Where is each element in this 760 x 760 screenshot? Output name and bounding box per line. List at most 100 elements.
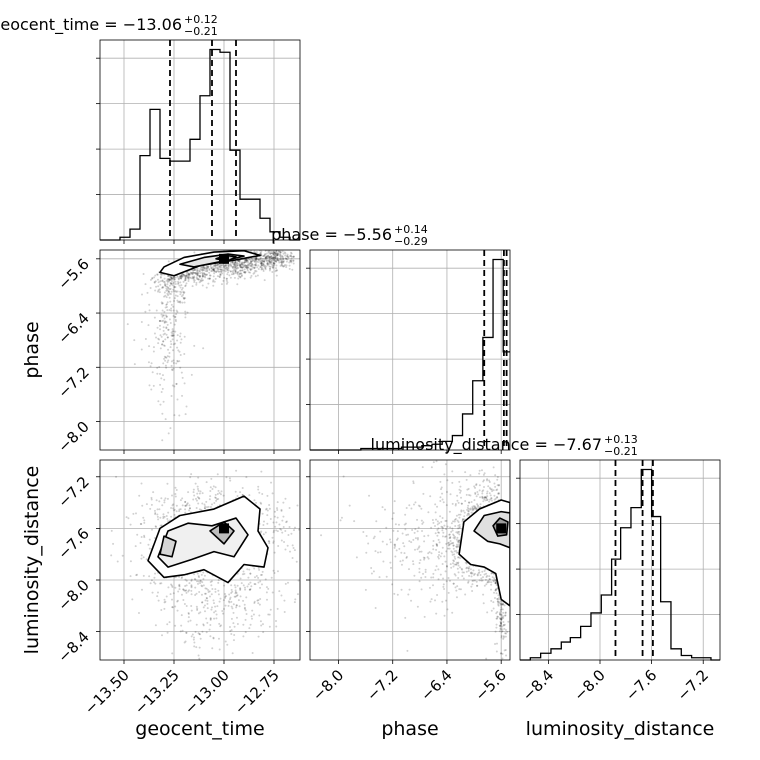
sample-point bbox=[243, 586, 246, 589]
sample-point bbox=[478, 489, 481, 492]
sample-point bbox=[249, 588, 252, 591]
sample-point bbox=[234, 595, 237, 598]
sample-point bbox=[470, 572, 473, 575]
sample-point bbox=[484, 578, 487, 581]
sample-point bbox=[168, 318, 171, 321]
sample-point bbox=[281, 255, 284, 258]
sample-point bbox=[462, 509, 465, 512]
sample-point bbox=[240, 266, 243, 269]
sample-point bbox=[242, 570, 245, 573]
sample-point bbox=[172, 367, 175, 370]
sample-point bbox=[164, 364, 167, 367]
sample-point bbox=[496, 478, 499, 481]
sample-point bbox=[276, 501, 279, 504]
sample-point bbox=[490, 581, 493, 584]
sample-point bbox=[169, 593, 172, 596]
sample-point bbox=[407, 593, 410, 596]
sample-point bbox=[458, 523, 461, 526]
sample-point bbox=[408, 588, 411, 591]
sample-point bbox=[498, 601, 501, 604]
sample-point bbox=[246, 568, 249, 571]
sample-point bbox=[220, 490, 223, 493]
sample-point bbox=[191, 269, 194, 272]
sample-point bbox=[240, 582, 243, 585]
sample-point bbox=[492, 580, 495, 583]
sample-point bbox=[214, 277, 217, 280]
sample-point bbox=[448, 547, 451, 550]
sample-point bbox=[171, 332, 174, 335]
sample-point bbox=[287, 581, 290, 584]
sample-point bbox=[417, 504, 420, 507]
sample-point bbox=[483, 584, 486, 587]
sample-point bbox=[171, 338, 174, 341]
sample-point bbox=[165, 305, 168, 308]
sample-point bbox=[395, 538, 398, 541]
sample-point bbox=[151, 277, 154, 280]
sample-point bbox=[178, 300, 181, 303]
sample-point bbox=[246, 585, 249, 588]
sample-point bbox=[172, 359, 175, 362]
sample-point bbox=[158, 324, 161, 327]
sample-point bbox=[418, 567, 421, 570]
sample-point bbox=[342, 475, 345, 478]
sample-point bbox=[414, 501, 417, 504]
scatter-geocent_time-phase bbox=[126, 250, 295, 442]
sample-point bbox=[194, 578, 197, 581]
sample-point bbox=[166, 301, 169, 304]
sample-point bbox=[219, 597, 222, 600]
sample-point bbox=[458, 525, 461, 528]
sample-point bbox=[201, 268, 204, 271]
sample-point bbox=[429, 600, 432, 603]
sample-point bbox=[261, 264, 264, 267]
sample-point bbox=[191, 273, 194, 276]
sample-point bbox=[221, 610, 224, 613]
sample-point bbox=[195, 272, 198, 275]
sample-point bbox=[430, 466, 433, 469]
sample-point bbox=[282, 260, 285, 263]
sample-point bbox=[211, 268, 214, 271]
sample-point bbox=[435, 612, 438, 615]
sample-point bbox=[216, 264, 219, 267]
sample-point bbox=[185, 589, 188, 592]
sample-point bbox=[148, 538, 151, 541]
sample-point bbox=[217, 497, 220, 500]
sample-point bbox=[185, 631, 188, 634]
y-tick-label: −6.4 bbox=[54, 309, 92, 347]
sample-point bbox=[159, 276, 162, 279]
sample-point bbox=[418, 580, 421, 583]
sample-point bbox=[281, 531, 284, 534]
sample-point bbox=[500, 630, 503, 633]
sample-point bbox=[416, 518, 419, 521]
sample-point bbox=[279, 261, 282, 264]
x-tick-label: −8.0 bbox=[309, 666, 347, 704]
panel-frame-geocent_time-luminosity_distance bbox=[99, 459, 301, 661]
sample-point bbox=[400, 563, 403, 566]
sample-point bbox=[157, 281, 160, 284]
sample-point bbox=[490, 497, 493, 500]
sample-point bbox=[254, 583, 257, 586]
sample-point bbox=[279, 250, 282, 253]
sample-point bbox=[451, 502, 454, 505]
sample-point bbox=[453, 518, 456, 521]
sample-point bbox=[171, 277, 174, 280]
sample-point bbox=[257, 635, 260, 638]
sample-point bbox=[159, 347, 162, 350]
sample-point bbox=[230, 629, 233, 632]
sample-point bbox=[205, 500, 208, 503]
sample-point bbox=[237, 266, 240, 269]
sample-point bbox=[212, 599, 215, 602]
sample-point bbox=[210, 503, 213, 506]
sample-point bbox=[168, 280, 171, 283]
sample-point bbox=[242, 265, 245, 268]
sample-point bbox=[217, 581, 220, 584]
sample-point bbox=[163, 607, 166, 610]
sample-point bbox=[279, 252, 282, 255]
sample-point bbox=[227, 604, 230, 607]
sample-point bbox=[154, 512, 157, 515]
sample-point bbox=[298, 528, 300, 531]
sample-point bbox=[272, 529, 275, 532]
sample-point bbox=[168, 278, 171, 281]
sample-point bbox=[385, 575, 388, 578]
sample-point bbox=[455, 563, 458, 566]
sample-point bbox=[244, 264, 247, 267]
